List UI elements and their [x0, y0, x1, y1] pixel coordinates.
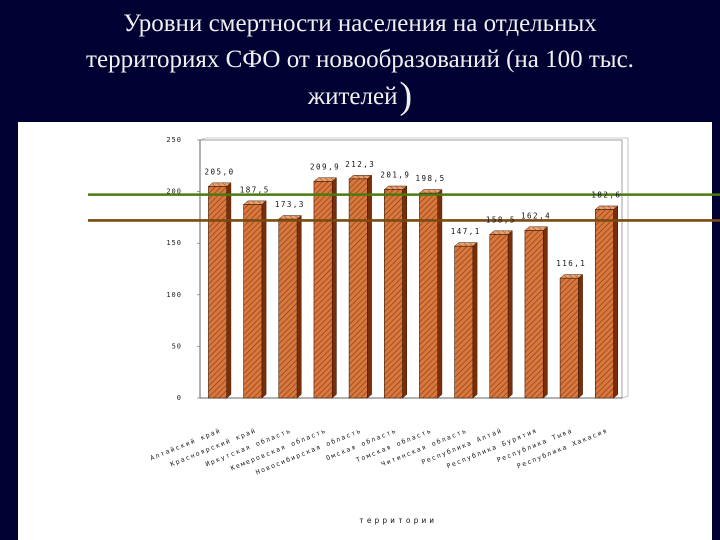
bar-top: [348, 175, 373, 180]
y-tick-label: 50: [172, 342, 182, 350]
bar-side: [472, 242, 478, 399]
bar: [454, 245, 474, 399]
data-label: 162,4: [521, 211, 551, 220]
data-label: 187,5: [240, 186, 270, 195]
reference-lines: [88, 193, 720, 222]
data-label: 201,9: [380, 171, 410, 180]
y-axis-ticks: 0 50 100 150 200 250: [166, 136, 200, 402]
bar: [313, 181, 333, 399]
data-label: 212,3: [345, 160, 375, 169]
bar: [419, 192, 439, 399]
y-tick-label: 100: [166, 291, 182, 299]
bar-side: [331, 177, 337, 399]
bar-top: [489, 230, 513, 235]
bar: [348, 178, 368, 399]
value-labels: 205,0 187,5 173,3 209,9 212,3 201,9 198,5 147,1…: [205, 160, 621, 268]
bar: [524, 230, 544, 399]
bar-side: [296, 215, 302, 399]
plot-frame: [199, 137, 629, 399]
bar-side: [367, 174, 372, 399]
bar-side: [402, 185, 408, 399]
bar-top: [313, 177, 338, 182]
slide-title: Уровни смертности населения на отдельных…: [0, 6, 720, 115]
bar-side: [542, 226, 548, 399]
data-label: 205,0: [205, 167, 235, 176]
bar: [489, 234, 509, 399]
bar-top: [383, 185, 408, 190]
data-label: 116,1: [556, 259, 586, 268]
slide-title-line3: жителей: [307, 83, 398, 110]
slide-title-paren: ): [399, 75, 413, 117]
bar: [594, 209, 614, 399]
bar-side: [613, 205, 619, 399]
bar-top: [278, 215, 302, 220]
bar: [383, 189, 403, 399]
bar: [208, 186, 228, 399]
plot-area: [199, 139, 623, 399]
bar-top: [207, 182, 232, 187]
bar-top: [559, 274, 584, 279]
bar-side: [507, 230, 513, 399]
bar-top: [418, 189, 443, 194]
bar: [243, 204, 263, 399]
slide-title-line1: Уровни смертности населения на отдельных: [123, 10, 597, 37]
bar-side: [226, 182, 232, 399]
data-label: 209,9: [310, 162, 340, 171]
bars: [207, 174, 619, 399]
bar-side: [578, 274, 583, 399]
data-label: 147,1: [451, 227, 481, 236]
data-label: 158,5: [486, 215, 516, 224]
y-tick-label: 250: [166, 136, 182, 144]
x-axis-title: территории: [359, 516, 437, 525]
bar-top: [524, 226, 549, 231]
slide-title-line2: территориях СФО от новообразований (на 1…: [86, 46, 634, 73]
bar-top: [453, 242, 478, 247]
data-label: 182,6: [591, 191, 621, 200]
bar-top: [242, 200, 267, 205]
y-tick-label: 0: [177, 394, 182, 402]
data-label: 173,3: [275, 200, 305, 209]
bar-side: [261, 200, 267, 399]
bar: [559, 277, 579, 399]
y-tick-label: 200: [166, 188, 182, 196]
bar-top: [594, 205, 619, 210]
data-label: 198,5: [416, 174, 446, 183]
y-tick-label: 150: [166, 239, 182, 247]
bar: [278, 218, 298, 399]
